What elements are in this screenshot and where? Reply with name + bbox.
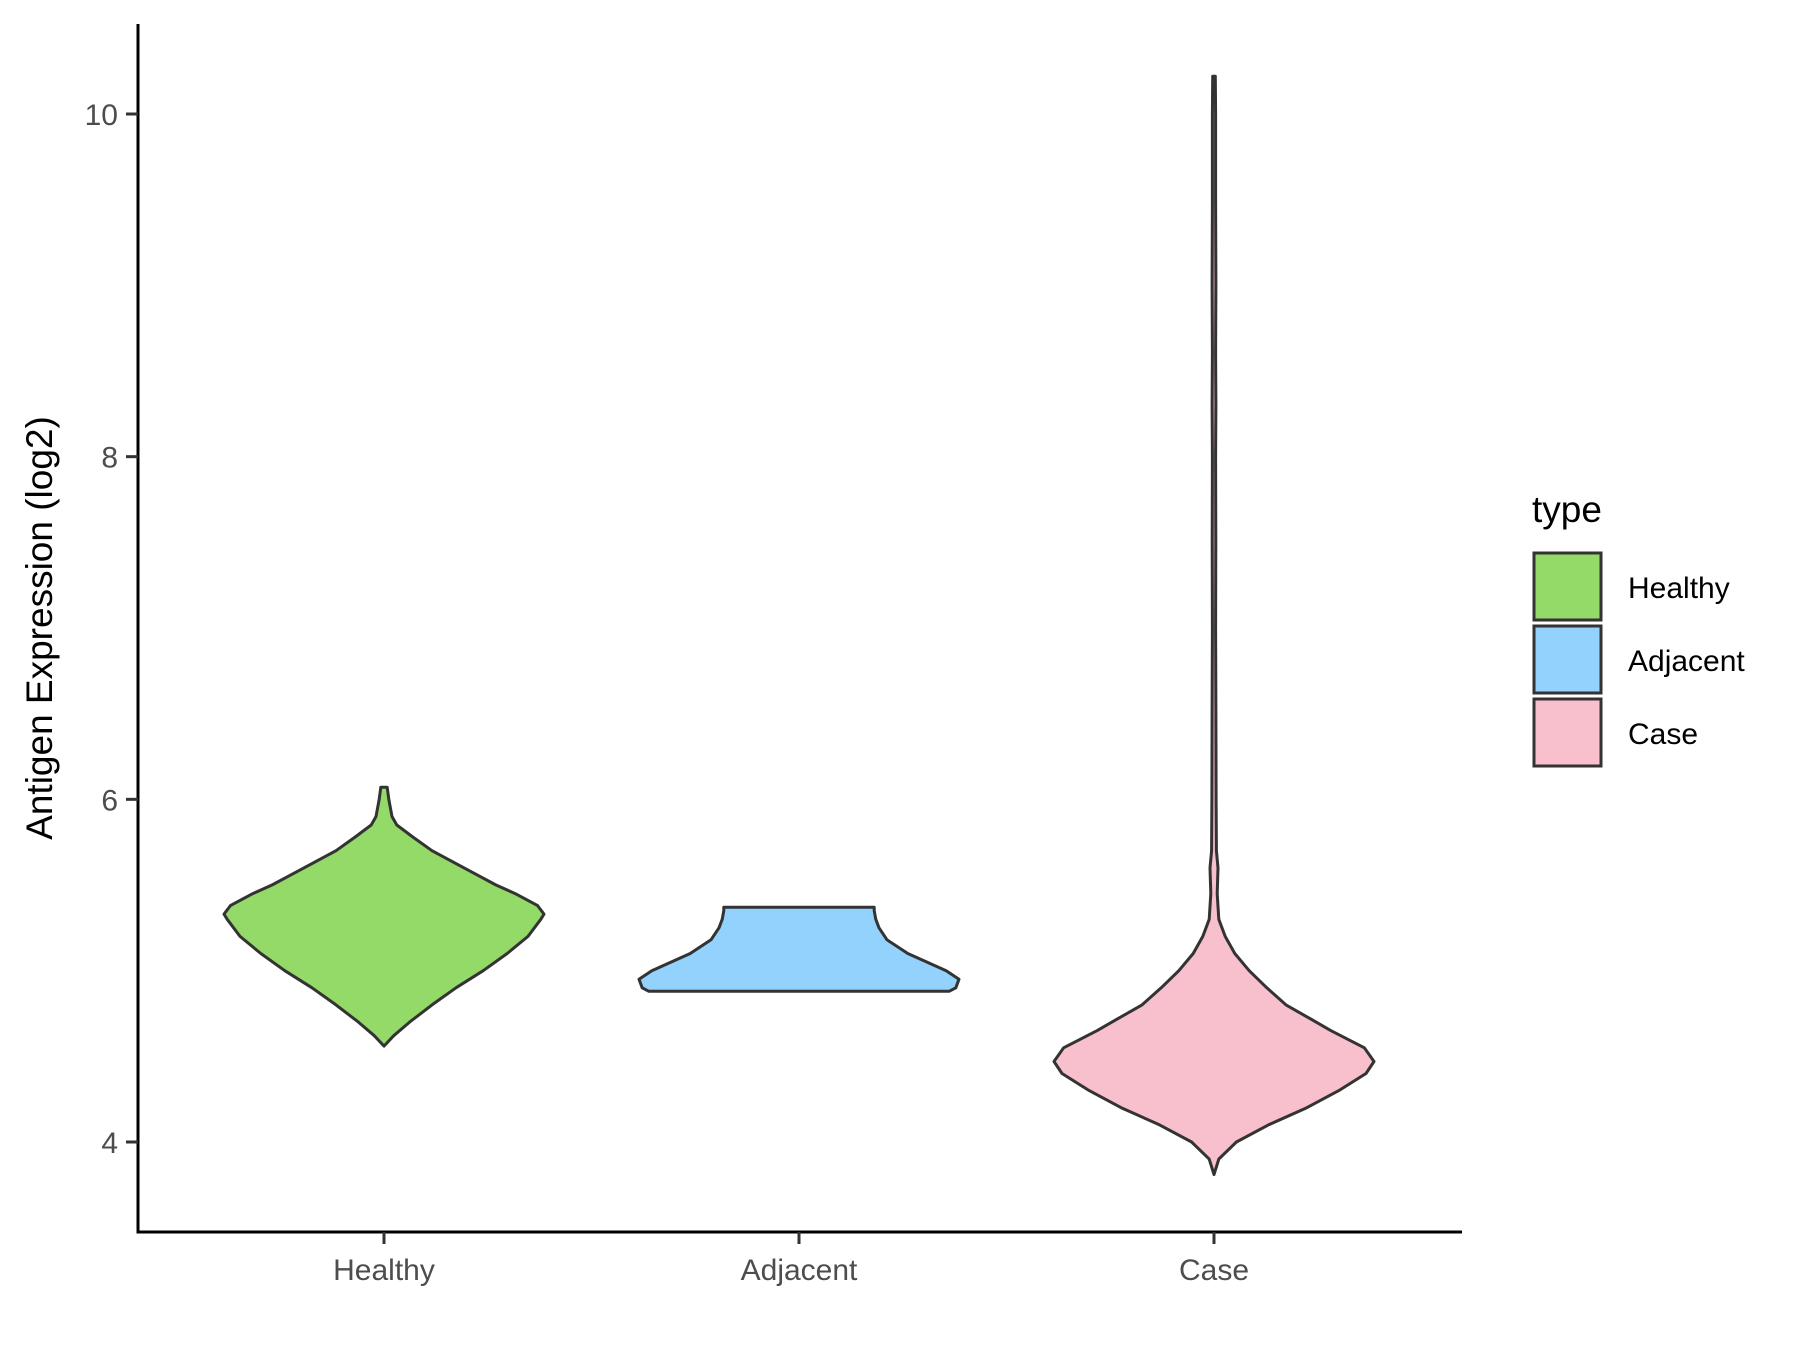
- y-axis-title: Antigen Expression (log2): [19, 416, 60, 840]
- legend-label: Adjacent: [1628, 645, 1745, 678]
- violin-case: [1052, 74, 1376, 1177]
- x-tick-label: Adjacent: [741, 1254, 858, 1287]
- legend-items: Healthy Adjacent Case: [1532, 551, 1745, 768]
- y-tick-label: 4: [101, 1127, 118, 1160]
- legend-key-healthy: [1532, 551, 1603, 622]
- legend-key-case: [1532, 697, 1603, 768]
- violin-healthy: [222, 785, 546, 1048]
- y-tick-label: 6: [101, 784, 118, 817]
- legend: type Healthy Adjacent Case: [1532, 489, 1745, 768]
- violin-adjacent: [637, 905, 961, 993]
- y-tick-label: 8: [101, 442, 118, 475]
- legend-label: Healthy: [1628, 572, 1730, 605]
- x-tick-label: Healthy: [333, 1254, 435, 1287]
- violin-series: [222, 74, 1376, 1177]
- y-axis-ticks: 4 6 8 10: [85, 99, 138, 1160]
- legend-key-adjacent: [1532, 624, 1603, 695]
- legend-label: Case: [1628, 718, 1698, 751]
- legend-title: type: [1532, 489, 1602, 530]
- y-tick-label: 10: [85, 99, 118, 132]
- x-axis-ticks: Healthy Adjacent Case: [333, 1232, 1249, 1287]
- x-tick-label: Case: [1179, 1254, 1249, 1287]
